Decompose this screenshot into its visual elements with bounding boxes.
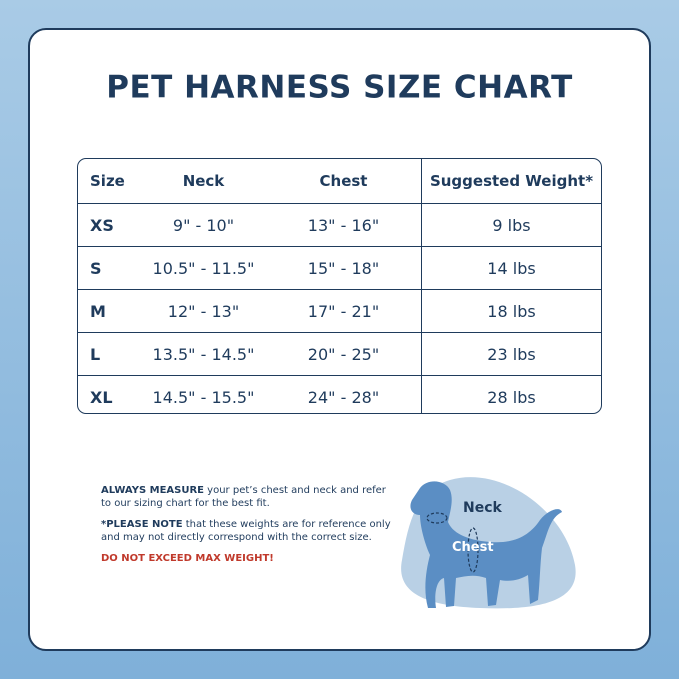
table-cell: XS — [90, 215, 114, 235]
header-cell: Size — [90, 172, 125, 190]
table-cell: 12" - 13" — [167, 301, 240, 321]
table-row: M 12" - 13" 17" - 21" 18 lbs — [78, 289, 601, 332]
table-cell: XL — [90, 387, 113, 407]
dog-silhouette — [410, 481, 562, 608]
note-bold: *PLEASE NOTE — [101, 519, 183, 530]
table-row: XL 14.5" - 15.5" 24" - 28" 28 lbs — [78, 375, 601, 413]
note-text: your pet’s chest and neck and refer to o… — [101, 485, 386, 509]
note: ALWAYS MEASURE your pet’s chest and neck… — [101, 484, 391, 510]
neck-ring — [426, 512, 448, 524]
table-cell: 23 lbs — [487, 344, 536, 364]
table-cell: 14 lbs — [487, 258, 536, 278]
chest-ring — [467, 527, 479, 573]
table-cell: 18 lbs — [487, 301, 536, 321]
neck-label: Neck — [463, 500, 503, 516]
header-cell: Neck — [182, 172, 225, 190]
size-table: Size Neck Chest Suggested Weight* XS 9" - 10"… — [77, 158, 602, 414]
table-cell: M — [90, 301, 106, 321]
table-cell: 14.5" - 15.5" — [152, 387, 255, 407]
chest-label: Chest — [452, 540, 494, 555]
note: *PLEASE NOTE that these weights are for … — [101, 518, 391, 544]
table-cell: 13" - 16" — [266, 204, 422, 246]
table-row: L 13.5" - 14.5" 20" - 25" 23 lbs — [78, 332, 601, 375]
header-row: Size Neck Chest Suggested Weight* — [78, 159, 601, 203]
table-row: XS 9" - 10" 13" - 16" 9 lbs — [78, 203, 601, 246]
notes: ALWAYS MEASURE your pet’s chest and neck… — [101, 484, 391, 573]
table-cell: S — [90, 258, 102, 278]
warning: DO NOT EXCEED MAX WEIGHT! — [101, 553, 274, 564]
table-cell: 24" - 28" — [266, 376, 422, 413]
table-cell: 17" - 21" — [266, 290, 422, 332]
table-cell: 28 lbs — [487, 387, 536, 407]
table-cell: 15" - 18" — [266, 247, 422, 289]
note-text: that these weights are for reference onl… — [101, 519, 391, 543]
table-cell: 9 lbs — [492, 215, 531, 235]
table-cell: L — [90, 344, 101, 364]
table-cell: 9" - 10" — [172, 215, 235, 235]
table-cell: 20" - 25" — [266, 333, 422, 375]
header-cell: Chest — [266, 159, 422, 203]
note-bold: ALWAYS MEASURE — [101, 485, 204, 496]
table-cell: 13.5" - 14.5" — [152, 344, 255, 364]
table-cell: 10.5" - 11.5" — [152, 258, 255, 278]
dog-diagram: Neck Chest — [401, 477, 576, 609]
header-cell: Suggested Weight* — [429, 172, 594, 190]
title: PET HARNESS SIZE CHART — [106, 69, 573, 106]
table-row: S 10.5" - 11.5" 15" - 18" 14 lbs — [78, 246, 601, 289]
